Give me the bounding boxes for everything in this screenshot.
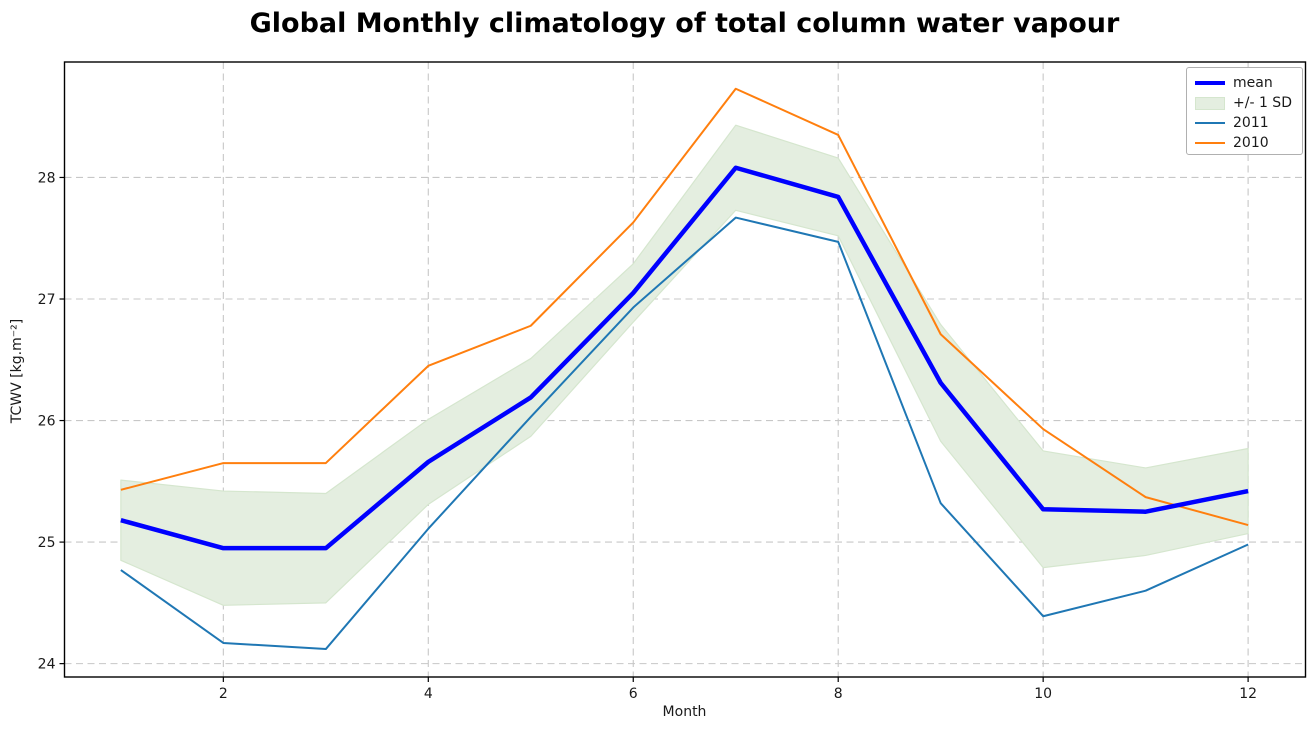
mean-line — [120, 165, 1249, 551]
x-tick-label: 4 — [424, 686, 433, 702]
x-tick-label: 6 — [629, 686, 638, 702]
legend-label-mean: mean — [1233, 75, 1273, 91]
x-axis-label: Month — [662, 704, 707, 720]
legend-swatch-mean — [1195, 80, 1225, 86]
y-axis-label: TCWV [kg.m⁻²] — [9, 318, 25, 424]
x-tick-label: 8 — [834, 686, 843, 702]
chart-title: Global Monthly climatology of total colu… — [249, 8, 1120, 39]
line-2010 — [120, 87, 1249, 527]
y-tick-label: 26 — [38, 414, 56, 430]
legend-item-2011: 2011 — [1195, 113, 1294, 133]
legend-label-2011: 2011 — [1233, 115, 1269, 131]
plot-border — [63, 61, 1307, 678]
legend-item-mean: mean — [1195, 73, 1294, 93]
x-tick-label: 2 — [219, 686, 228, 702]
y-tick-label: 28 — [38, 170, 56, 186]
legend-label-2010: 2010 — [1233, 135, 1269, 151]
legend-swatch-sd-band — [1195, 96, 1225, 110]
y-tick-label: 25 — [38, 535, 56, 551]
legend-label-sd-band: +/- 1 SD — [1233, 95, 1292, 111]
legend-swatch-2010 — [1195, 142, 1225, 144]
x-tick-label: 10 — [1034, 686, 1052, 702]
x-tick-label: 12 — [1239, 686, 1257, 702]
y-tick-label: 24 — [38, 657, 56, 673]
line-2011 — [120, 216, 1249, 651]
sd-band — [120, 124, 1249, 606]
legend-item-sd-band: +/- 1 SD — [1195, 93, 1294, 113]
legend-swatch-2011 — [1195, 122, 1225, 124]
legend: mean +/- 1 SD 2011 2010 — [1186, 67, 1303, 155]
y-tick-label: 27 — [38, 292, 56, 308]
legend-item-2010: 2010 — [1195, 133, 1294, 153]
